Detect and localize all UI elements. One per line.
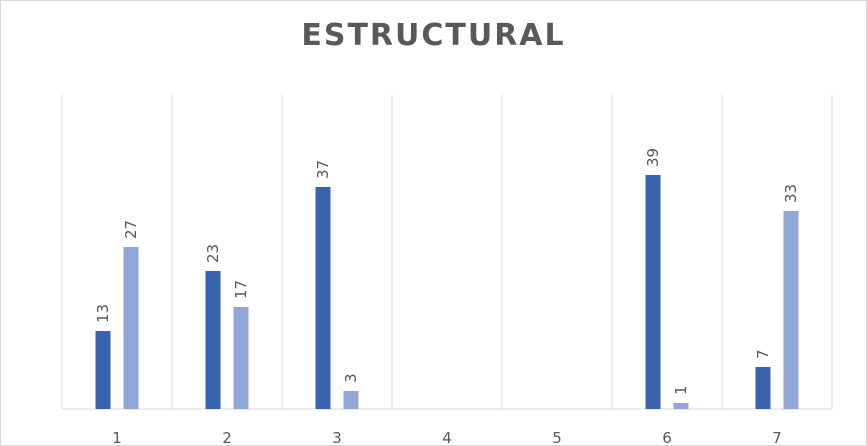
bar-series-1: [95, 331, 111, 409]
x-tick-label: 4: [442, 429, 452, 446]
data-label: 39: [644, 148, 662, 167]
x-tick-label: 3: [332, 429, 342, 446]
x-tick-label: 6: [662, 429, 672, 446]
x-tick-label: 2: [222, 429, 232, 446]
bar-series-2: [233, 307, 249, 409]
data-label: 7: [754, 349, 772, 359]
bar-series-1: [755, 367, 771, 409]
x-tick-label: 1: [112, 429, 122, 446]
data-label: 1: [672, 385, 690, 395]
x-tick-label: 5: [552, 429, 562, 446]
bar-series-2: [673, 403, 689, 409]
data-label: 33: [782, 184, 800, 203]
x-tick-label: 7: [772, 429, 782, 446]
data-label: 3: [342, 373, 360, 383]
bar-series-1: [205, 271, 221, 409]
bar-series-1: [645, 175, 661, 409]
bar-series-2: [783, 211, 799, 409]
data-label: 23: [204, 244, 222, 263]
bar-series-2: [123, 247, 139, 409]
data-label: 37: [314, 160, 332, 179]
chart-title: ESTRUCTURAL: [301, 18, 566, 53]
data-label: 27: [122, 220, 140, 239]
bar-series-1: [315, 187, 331, 409]
data-label: 13: [94, 304, 112, 323]
bar-series-2: [343, 391, 359, 409]
data-label: 17: [232, 280, 250, 299]
